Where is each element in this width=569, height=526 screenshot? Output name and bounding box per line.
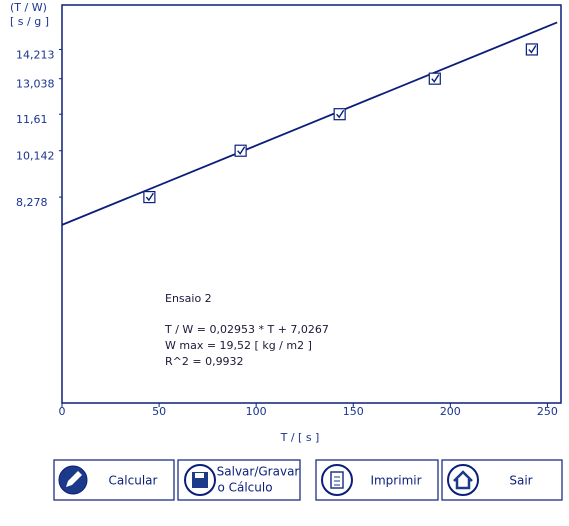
y-tick-label: 13,038 — [16, 78, 55, 91]
point-check — [145, 192, 154, 202]
point-check — [431, 74, 440, 83]
button-label: Imprimir — [370, 474, 421, 488]
button-salvar[interactable]: Salvar/Gravar o Cálculo — [177, 459, 301, 501]
x-tick-label: 100 — [246, 405, 267, 418]
x-tick-label: 0 — [59, 405, 66, 418]
point-box — [525, 43, 538, 56]
y-tick-label: 10,142 — [16, 150, 55, 163]
x-label: T / [ s ] — [280, 431, 320, 444]
icon-doc — [334, 476, 340, 486]
data-point — [234, 144, 247, 157]
point-box — [428, 72, 441, 85]
button-imprimir[interactable]: Imprimir — [315, 459, 439, 501]
icon-home — [453, 470, 473, 490]
data-point — [525, 43, 538, 56]
y-tick-label: 8,278 — [16, 196, 48, 209]
x-tick-label: 50 — [152, 405, 166, 418]
button-label: Sair — [509, 474, 532, 488]
button-label: Salvar/Gravar — [217, 465, 300, 479]
point-check — [528, 45, 537, 54]
annotation: W max = 19,52 [ kg / m2 ] — [165, 339, 312, 352]
data-point — [333, 108, 346, 121]
x-tick-label: 250 — [537, 405, 558, 418]
x-tick-label: 150 — [343, 405, 364, 418]
annotation: R^2 = 0,9932 — [165, 355, 244, 368]
button-label: o Cálculo — [217, 481, 272, 495]
button-calcular[interactable]: Calcular — [53, 459, 175, 501]
data-point — [143, 190, 156, 204]
x-tick-label: 200 — [440, 405, 461, 418]
annotation: T / W = 0,02953 * T + 7,0267 — [164, 323, 329, 336]
y-label: [ s / g ] — [10, 15, 49, 28]
point-box — [143, 190, 156, 204]
y-label: (T / W) — [10, 1, 47, 14]
point-check — [237, 146, 246, 155]
button-label: Calcular — [109, 474, 158, 488]
point-check — [336, 109, 345, 119]
annotation: Ensaio 2 — [165, 292, 212, 305]
data-point — [428, 72, 441, 85]
point-box — [234, 144, 247, 157]
icon-pencil — [66, 471, 82, 487]
icon — [447, 464, 479, 496]
point-box — [333, 108, 346, 121]
fit-line — [61, 21, 558, 226]
icon-doc — [330, 471, 344, 489]
icon-disk — [195, 473, 204, 478]
button-sair[interactable]: Sair — [441, 459, 563, 501]
y-tick-label: 14,213 — [16, 48, 55, 61]
plot-frame — [61, 4, 562, 404]
y-tick-label: 11,61 — [16, 113, 48, 126]
